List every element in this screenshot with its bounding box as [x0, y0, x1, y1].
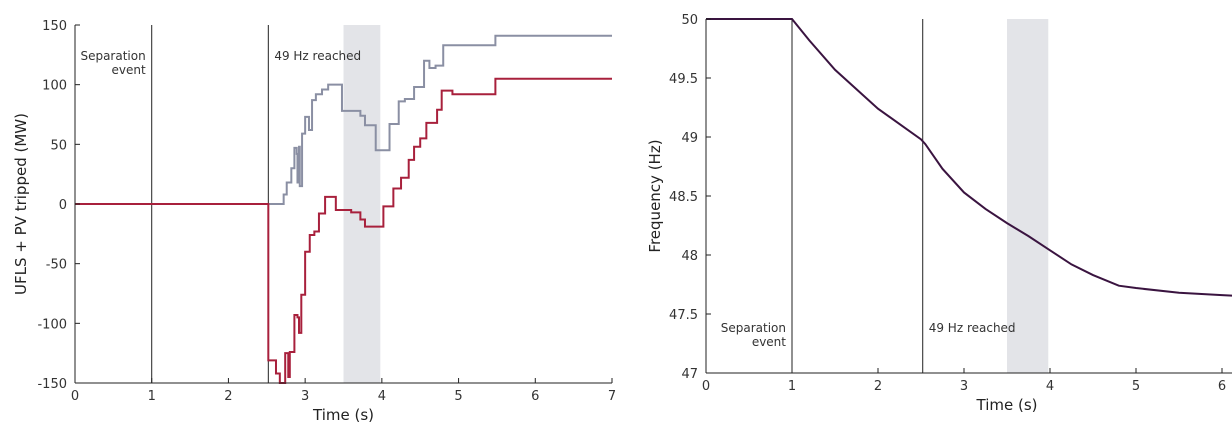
x-tick-label: 7: [608, 389, 616, 404]
y-tick-label: 47: [681, 367, 698, 382]
event-annotation: event: [112, 63, 146, 77]
x-tick-label: 4: [378, 389, 386, 404]
event-annotation: 49 Hz reached: [274, 49, 361, 63]
event-annotation: Separation: [80, 49, 145, 63]
y-tick-label: 49: [681, 131, 698, 146]
event-annotation: 49 Hz reached: [929, 321, 1016, 335]
event-annotation: event: [752, 335, 786, 349]
x-tick-label: 5: [1132, 379, 1140, 394]
shaded-region: [343, 25, 381, 383]
y-tick-label: -50: [46, 258, 67, 273]
y-tick-label: 48: [681, 249, 698, 264]
x-tick-label: 6: [1218, 379, 1226, 394]
event-annotation: Separation: [721, 321, 786, 335]
x-tick-label: 0: [702, 379, 710, 394]
x-tick-label: 3: [960, 379, 968, 394]
x-tick-label: 1: [148, 389, 156, 404]
x-tick-label: 2: [224, 389, 232, 404]
y-axis-label: Frequency (Hz): [646, 139, 664, 252]
y-tick-label: 50: [50, 138, 67, 153]
x-axis-label: Time (s): [976, 396, 1038, 414]
series-line-1: [706, 18, 1232, 297]
x-tick-label: 1: [788, 379, 796, 394]
series-line-1: [75, 34, 612, 205]
y-tick-label: 0: [59, 198, 67, 213]
x-tick-label: 5: [454, 389, 462, 404]
series-line-2: [75, 77, 612, 384]
x-tick-label: 3: [301, 389, 309, 404]
y-tick-label: 50: [681, 13, 698, 28]
y-tick-label: 48.5: [669, 190, 698, 205]
x-tick-label: 0: [71, 389, 79, 404]
y-tick-label: 49.5: [669, 72, 698, 87]
x-axis-label: Time (s): [312, 406, 374, 424]
y-tick-label: 100: [42, 79, 67, 94]
x-tick-label: 4: [1046, 379, 1054, 394]
x-tick-label: 6: [531, 389, 539, 404]
y-tick-label: 150: [42, 19, 67, 34]
y-tick-label: -100: [37, 317, 67, 332]
y-tick-label: 47.5: [669, 308, 698, 323]
shaded-region: [1007, 19, 1049, 373]
y-tick-label: -150: [37, 377, 67, 392]
y-axis-label: UFLS + PV tripped (MW): [12, 113, 30, 295]
x-tick-label: 2: [874, 379, 882, 394]
